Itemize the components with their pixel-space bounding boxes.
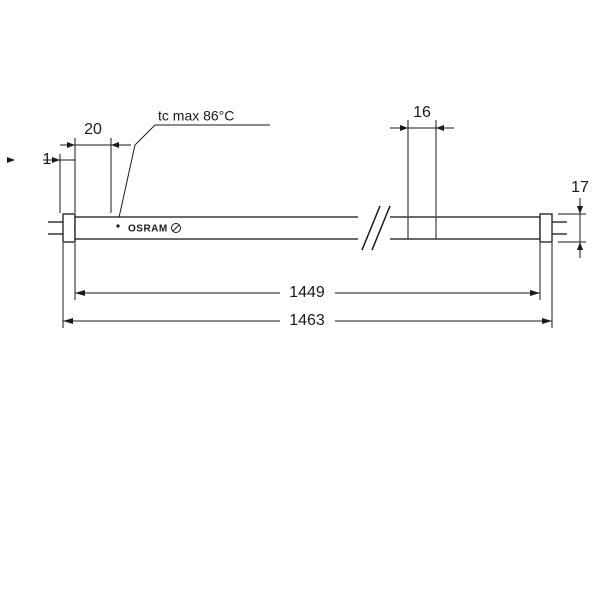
tc-point xyxy=(116,224,119,227)
dim-tc-offset: 20 xyxy=(84,121,102,138)
dim-total-length: 1463 xyxy=(289,312,325,329)
dim-tube-diameter: 16 xyxy=(413,104,431,121)
tube-dimension-diagram: 20 1 tc max 86°C 16 17 xyxy=(0,0,600,600)
dim-inner-length: 1449 xyxy=(289,284,325,301)
tc-max-label: tc max 86°C xyxy=(158,108,234,124)
dim-pin-offset: 1 xyxy=(43,151,52,168)
brand-logo: OSRAM xyxy=(128,224,168,235)
dim-end-height: 17 xyxy=(571,179,589,196)
